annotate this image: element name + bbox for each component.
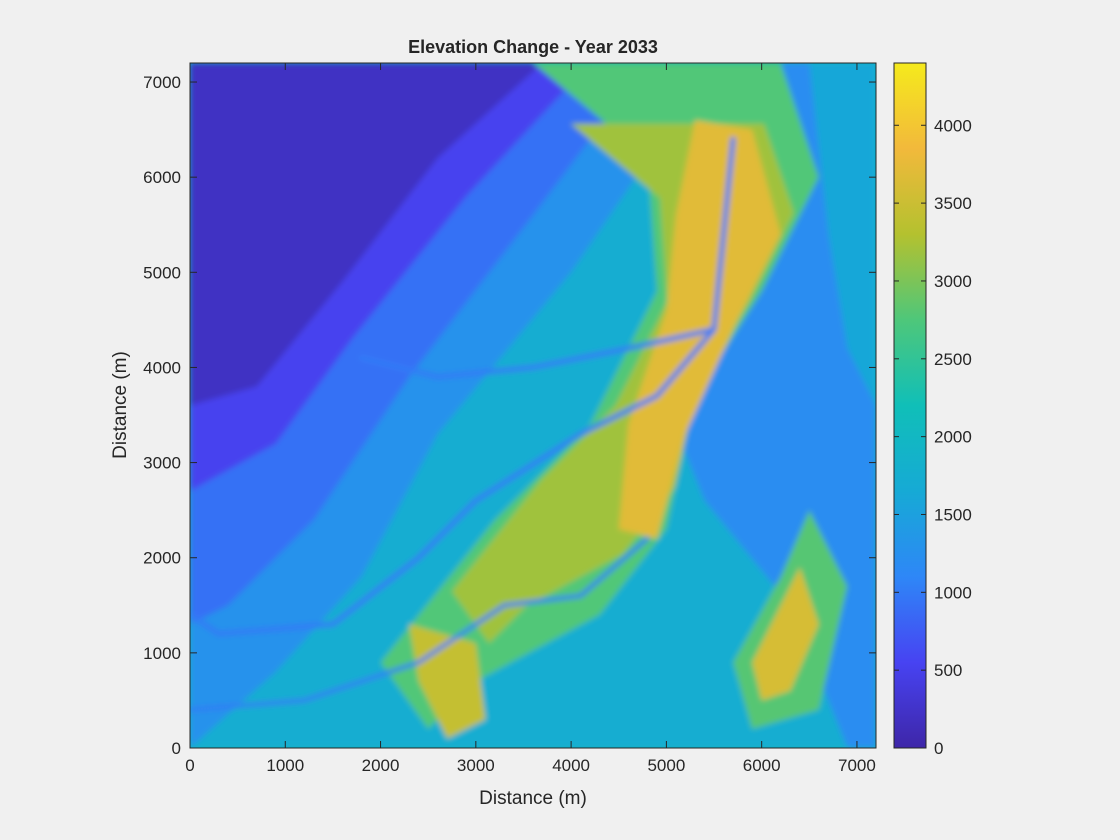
terrain-ridge-south	[409, 624, 486, 739]
y-tick-label: 1000	[143, 644, 181, 663]
x-tick-label: 1000	[266, 756, 304, 775]
y-tick-label: 3000	[143, 454, 181, 473]
y-tick-label: 2000	[143, 549, 181, 568]
x-tick-label: 6000	[743, 756, 781, 775]
terrain-channel	[359, 326, 717, 380]
y-axis-ticks: 0 1000 2000 3000 4000 5000 6000 7000	[143, 73, 876, 758]
chart-title: Elevation Change - Year 2033	[408, 37, 658, 57]
y-tick-label: 4000	[143, 358, 181, 377]
colorbar-tick-label: 3000	[934, 272, 972, 291]
heatmap-surface	[190, 63, 876, 748]
x-axis-ticks: 0 1000 2000 3000 4000 5000 6000 7000	[185, 63, 876, 775]
colorbar-tick-label: 4000	[934, 116, 972, 135]
terrain-channel	[190, 536, 650, 712]
y-axis-label: Distance (m)	[110, 351, 131, 459]
x-tick-label: 3000	[457, 756, 495, 775]
colorbar-tick-label: 1000	[934, 583, 972, 602]
colorbar-tick-label: 2500	[934, 350, 972, 369]
colorbar-tick-label: 0	[934, 739, 943, 758]
colorbar-tick-label: 500	[934, 661, 962, 680]
y-tick-label: 0	[172, 739, 181, 758]
terrain-band	[190, 63, 543, 406]
terrain-valley-edge	[809, 63, 876, 406]
x-tick-label: 5000	[647, 756, 685, 775]
colorbar-tick-label: 1500	[934, 505, 972, 524]
x-tick-label: 7000	[838, 756, 876, 775]
y-tick-label: 5000	[143, 263, 181, 282]
colorbar-tick-label: 3500	[934, 194, 972, 213]
x-tick-label: 2000	[362, 756, 400, 775]
x-tick-label: 0	[185, 756, 194, 775]
colorbar-ticks: 0 500 1000 1500 2000 2500 3000 3500 4000	[894, 116, 972, 758]
y-tick-label: 6000	[143, 168, 181, 187]
x-axis-label: Distance (m)	[479, 788, 587, 809]
terrain-ridge-crest	[618, 120, 781, 539]
y-tick-label: 7000	[143, 73, 181, 92]
terrain-se-crest	[752, 567, 819, 701]
x-tick-label: 4000	[552, 756, 590, 775]
terrain-channel	[190, 136, 736, 637]
colorbar-tick-label: 2000	[934, 428, 972, 447]
plot-area	[189, 62, 877, 749]
heatmap-layers	[190, 63, 876, 748]
colorbar	[893, 62, 927, 749]
